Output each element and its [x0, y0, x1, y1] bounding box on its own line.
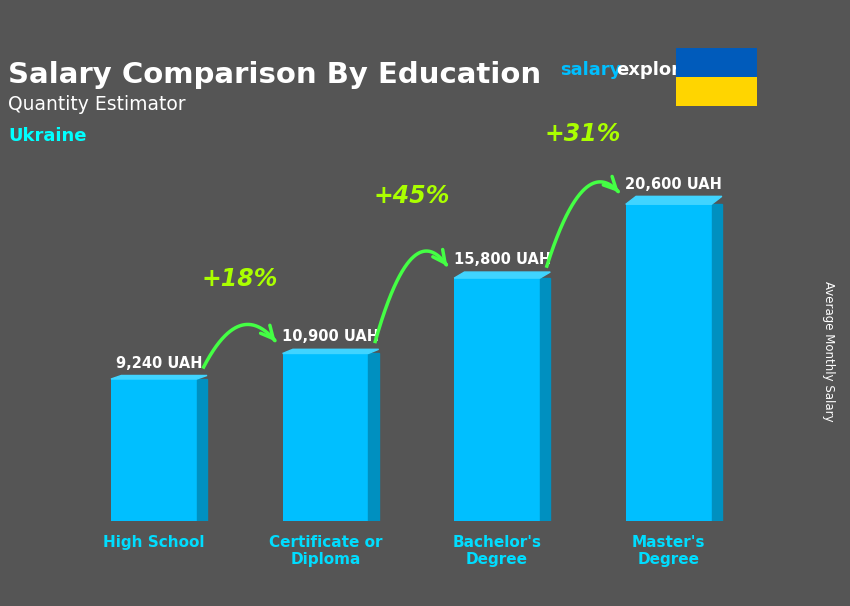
Bar	[197, 379, 207, 521]
Text: Average Monthly Salary: Average Monthly Salary	[822, 281, 836, 422]
Bar	[676, 77, 756, 106]
Text: salary: salary	[560, 61, 621, 79]
Bar	[626, 204, 711, 521]
Polygon shape	[626, 196, 722, 204]
Text: Quantity Estimator: Quantity Estimator	[8, 95, 186, 114]
Text: .com: .com	[694, 61, 743, 79]
Text: 10,900 UAH: 10,900 UAH	[282, 330, 379, 344]
Polygon shape	[111, 376, 207, 379]
Text: 9,240 UAH: 9,240 UAH	[116, 356, 202, 371]
Polygon shape	[454, 272, 550, 278]
Text: Salary Comparison By Education: Salary Comparison By Education	[8, 61, 541, 89]
Bar	[711, 204, 722, 521]
Bar	[111, 379, 197, 521]
Text: 20,600 UAH: 20,600 UAH	[626, 176, 722, 191]
Text: explorer: explorer	[616, 61, 701, 79]
Text: 15,800 UAH: 15,800 UAH	[454, 252, 551, 267]
Bar	[676, 48, 756, 77]
Text: +45%: +45%	[373, 184, 450, 208]
Bar	[540, 278, 550, 521]
Bar	[454, 278, 540, 521]
Polygon shape	[282, 349, 378, 353]
Text: Ukraine: Ukraine	[8, 127, 87, 145]
Text: +18%: +18%	[201, 267, 278, 291]
Text: +31%: +31%	[545, 122, 621, 146]
Bar	[368, 353, 378, 521]
Bar	[282, 353, 368, 521]
